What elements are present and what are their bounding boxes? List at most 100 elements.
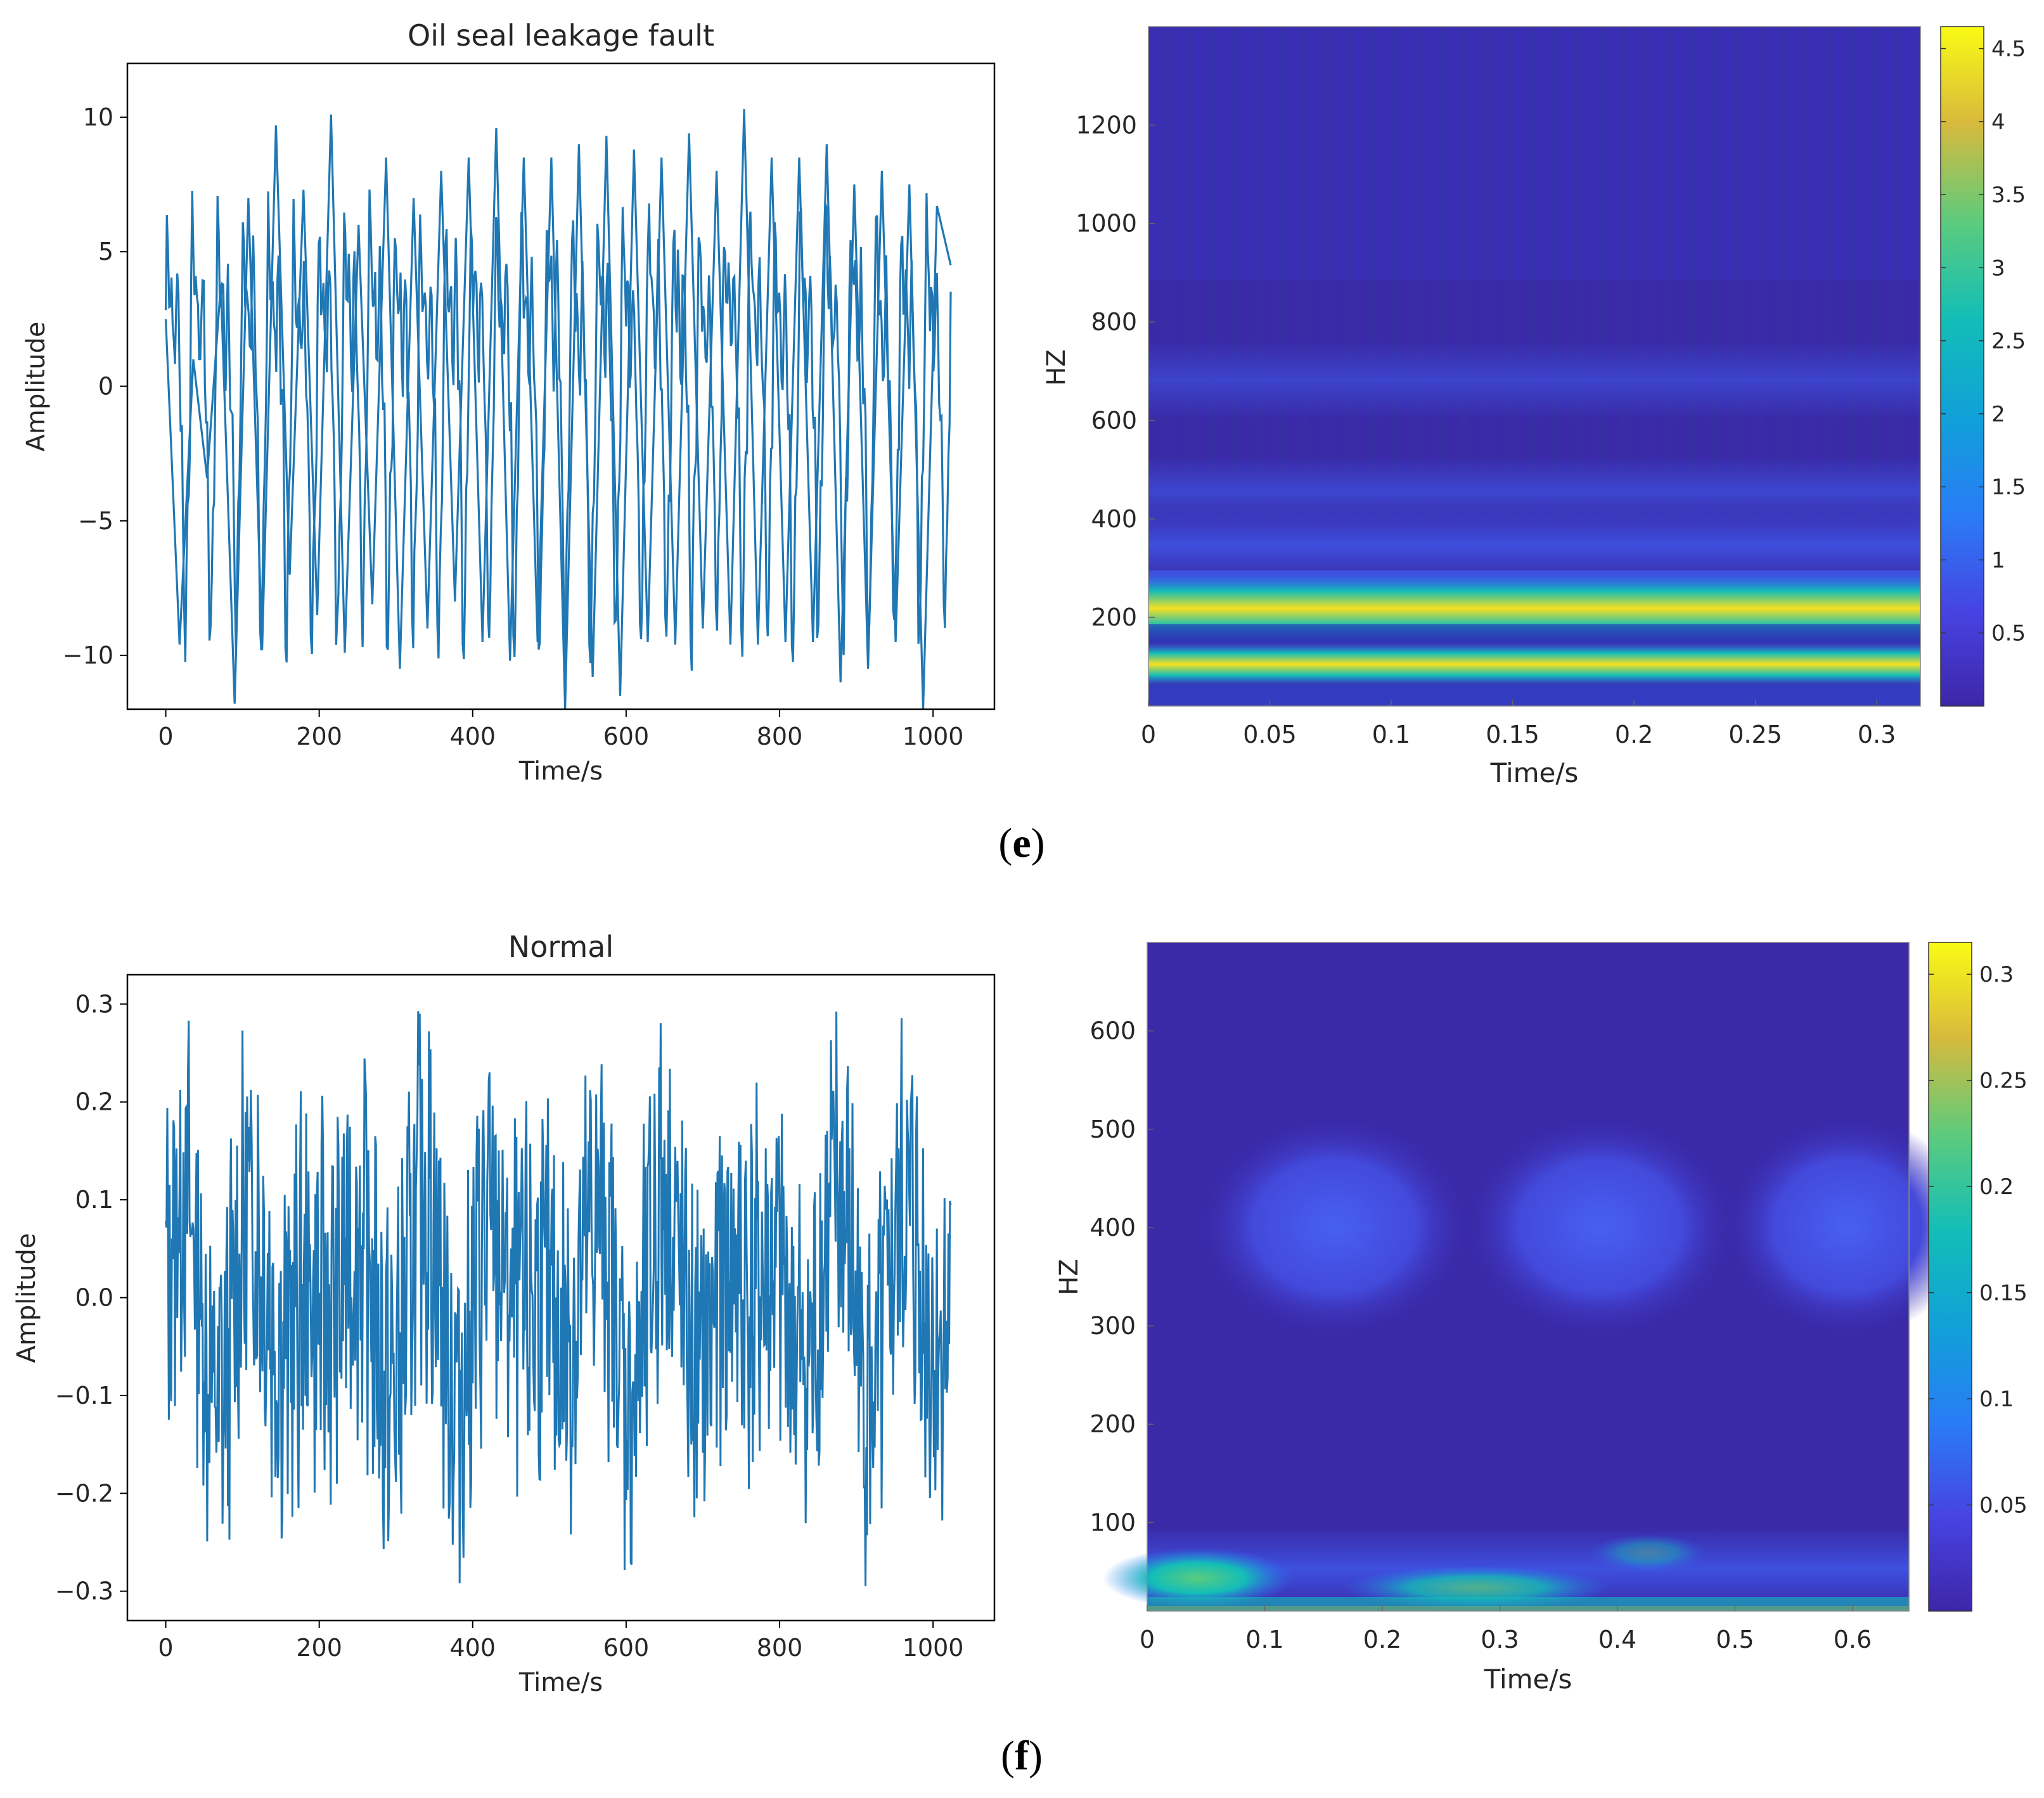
colorbar-ticks: 0.05 0.1 0.15 0.2 0.25 0.3 [1929, 962, 2028, 1519]
y-tick-label: −5 [78, 507, 113, 535]
x-tick: 0.3 [1858, 700, 1896, 748]
y-axis-label: HZ [1042, 349, 1071, 385]
y-tick: 500 [1089, 1115, 1154, 1143]
colorbar-tick: 0.05 [1929, 1493, 2028, 1519]
x-tick-label: 0.2 [1363, 1626, 1401, 1654]
x-tick: 200 [296, 709, 342, 750]
y-tick-label: 0.0 [75, 1284, 113, 1312]
colorbar-tick-label: 3.5 [1991, 183, 2026, 208]
colorbar: 0.05 0.1 0.15 0.2 0.25 0.3 [1928, 942, 2028, 1612]
y-tick-label: 600 [1091, 406, 1137, 434]
colorbar-tick-label: 3 [1991, 255, 2005, 281]
x-axis-ticks: 0 200 400 600 800 1000 [158, 709, 964, 750]
y-tick-label: −10 [63, 641, 113, 669]
x-axis-ticks: 0 0.05 0.1 0.15 0.2 0.25 0.3 [1141, 700, 1896, 748]
colorbar-tick: 1 [1941, 548, 2005, 573]
x-tick: 600 [603, 709, 650, 750]
y-axis-ticks: 100 200 300 400 500 600 [1089, 1017, 1154, 1536]
x-tick-label: 0.1 [1372, 721, 1410, 748]
colorbar-tick: 0.1 [1929, 1387, 2014, 1412]
y-tick-label: 0 [98, 373, 113, 401]
x-tick-label: 0 [158, 1634, 173, 1662]
colorbar-tick-label: 2 [1991, 402, 2005, 427]
y-tick: 0.1 [75, 1186, 127, 1214]
y-tick-label: 0.1 [75, 1186, 113, 1214]
colorbar-tick-label: 0.1 [1979, 1387, 2014, 1412]
x-tick-label: 800 [757, 1634, 803, 1662]
y-tick: 200 [1089, 1410, 1154, 1438]
y-axis-label: HZ [1055, 1259, 1084, 1295]
x-tick: 0.3 [1481, 1605, 1519, 1654]
signal-line [164, 109, 952, 709]
x-tick: 0 [1141, 700, 1156, 748]
x-tick-label: 0.05 [1243, 721, 1297, 748]
x-tick: 1000 [903, 1621, 964, 1662]
y-tick-label: −0.3 [55, 1577, 113, 1605]
colorbar-tick-label: 0.5 [1991, 621, 2026, 646]
x-tick-label: 200 [296, 1634, 342, 1662]
x-tick: 0.2 [1615, 700, 1653, 748]
colorbar-tick: 0.5 [1941, 621, 2026, 646]
y-tick-label: 600 [1089, 1017, 1136, 1045]
colorbar-tick: 3 [1941, 255, 2005, 281]
colorbar-tick-label: 1 [1991, 548, 2005, 573]
y-tick: 0.2 [75, 1088, 127, 1116]
y-tick: 100 [1089, 1508, 1154, 1536]
x-tick-label: 0.5 [1716, 1626, 1754, 1654]
x-tick: 800 [757, 709, 803, 750]
colorbar-tick-label: 4 [1991, 110, 2005, 135]
x-tick-label: 0.1 [1245, 1626, 1283, 1654]
y-tick: 600 [1091, 406, 1155, 434]
heatmap-image [1103, 942, 1971, 1611]
colorbar-tick: 3.5 [1941, 183, 2026, 208]
y-tick-label: 300 [1089, 1312, 1136, 1340]
x-tick: 0.6 [1834, 1605, 1872, 1654]
colorbar-tick-label: 0.25 [1979, 1069, 2028, 1094]
signal-line-group [164, 109, 952, 709]
y-axis-ticks: −0.3 −0.2 −0.1 0.0 0.1 0.2 0.3 [55, 990, 127, 1605]
signal-line-group [165, 1011, 952, 1586]
x-tick-label: 0 [1140, 1626, 1155, 1654]
chart-f-time: Normal 0 200 400 600 800 1000 −0.3 −0.2 −0.1 0.0… [12, 930, 996, 1697]
x-tick: 1000 [903, 709, 964, 750]
y-tick: 1200 [1076, 111, 1155, 139]
chart-title: Normal [508, 930, 614, 964]
y-axis-ticks: 200 400 600 800 1000 1200 [1076, 111, 1155, 631]
heatmap-image [1148, 27, 1920, 706]
x-tick-label: 400 [450, 1634, 496, 1662]
x-tick-label: 600 [603, 1634, 650, 1662]
chart-title: Oil seal leakage fault [408, 18, 714, 53]
y-tick-label: 1200 [1076, 111, 1137, 139]
colorbar: 0.5 1 1.5 2 2.5 3 3.5 4 4.5 [1940, 26, 2026, 707]
x-tick: 200 [296, 1621, 342, 1662]
y-axis-ticks: −10 −5 0 5 10 [63, 103, 127, 669]
x-tick-label: 0.25 [1728, 721, 1782, 748]
colorbar-tick: 2.5 [1941, 329, 2026, 354]
y-tick-label: 200 [1089, 1410, 1136, 1438]
y-tick: 5 [98, 238, 127, 266]
y-tick: −5 [78, 507, 127, 535]
y-tick-label: 5 [98, 238, 113, 266]
y-tick: 600 [1089, 1017, 1154, 1045]
y-tick: 0.0 [75, 1284, 127, 1312]
y-tick-label: 100 [1089, 1508, 1136, 1536]
x-tick: 600 [603, 1621, 650, 1662]
y-tick-label: 200 [1091, 603, 1137, 631]
colorbar-tick: 0.25 [1929, 1069, 2028, 1094]
x-tick-label: 600 [603, 722, 650, 750]
y-axis-label: Amplitude [22, 322, 51, 452]
x-tick-label: 0 [1141, 721, 1156, 748]
y-axis-label: Amplitude [12, 1233, 41, 1363]
x-tick: 800 [757, 1621, 803, 1662]
x-tick-label: 1000 [903, 1634, 964, 1662]
x-tick-label: 0.3 [1858, 721, 1896, 748]
x-tick-label: 200 [296, 722, 342, 750]
y-tick-label: 800 [1091, 308, 1137, 336]
colorbar-tick-label: 1.5 [1991, 475, 2026, 500]
x-tick-label: 800 [757, 722, 803, 750]
plot-frame [1148, 26, 1921, 707]
colorbar-tick: 4.5 [1941, 37, 2026, 62]
x-tick-label: 0 [158, 722, 173, 750]
x-tick: 0.1 [1372, 700, 1410, 748]
